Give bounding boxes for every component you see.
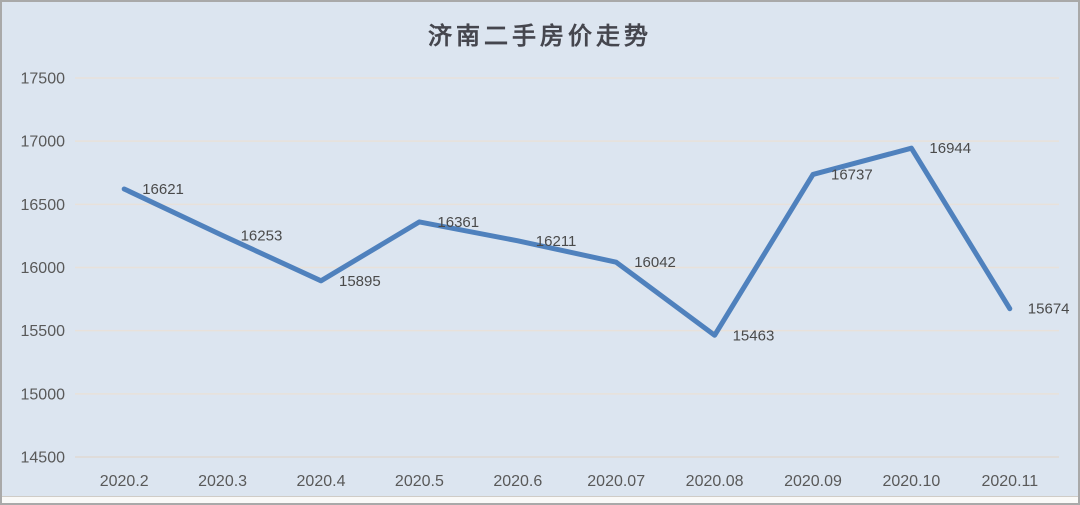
x-tick-label: 2020.6 <box>493 473 542 490</box>
y-tick-label: 15500 <box>21 323 66 340</box>
data-label: 16042 <box>634 254 676 271</box>
data-label: 16621 <box>142 181 184 198</box>
x-tick-label: 2020.5 <box>395 473 444 490</box>
y-tick-label: 14500 <box>21 450 66 467</box>
x-tick-label: 2020.11 <box>981 473 1038 490</box>
x-tick-label: 2020.07 <box>587 473 645 490</box>
data-label: 15463 <box>733 327 775 344</box>
y-tick-label: 17000 <box>21 134 66 151</box>
x-tick-label: 2020.08 <box>686 473 744 490</box>
data-label: 16737 <box>831 166 873 183</box>
x-tick-label: 2020.4 <box>297 473 346 490</box>
y-tick-label: 15000 <box>21 386 66 403</box>
chart-title: 济南二手房价走势 <box>428 21 652 50</box>
data-label: 16211 <box>536 233 577 250</box>
data-label: 16361 <box>437 214 479 231</box>
x-tick-label: 2020.3 <box>198 473 247 490</box>
data-label: 15895 <box>339 273 381 290</box>
y-tick-label: 16500 <box>21 197 66 214</box>
x-tick-label: 2020.09 <box>784 473 842 490</box>
y-tick-label: 17500 <box>21 71 66 88</box>
x-tick-label: 2020.10 <box>882 473 940 490</box>
data-label: 16253 <box>241 228 283 245</box>
x-tick-label: 2020.2 <box>100 473 149 490</box>
price-line-series <box>121 145 1013 338</box>
frame-bottom-strip <box>2 496 1078 503</box>
data-label: 16944 <box>929 140 971 157</box>
y-tick-label: 16000 <box>21 260 66 277</box>
data-label: 15674 <box>1028 301 1070 318</box>
